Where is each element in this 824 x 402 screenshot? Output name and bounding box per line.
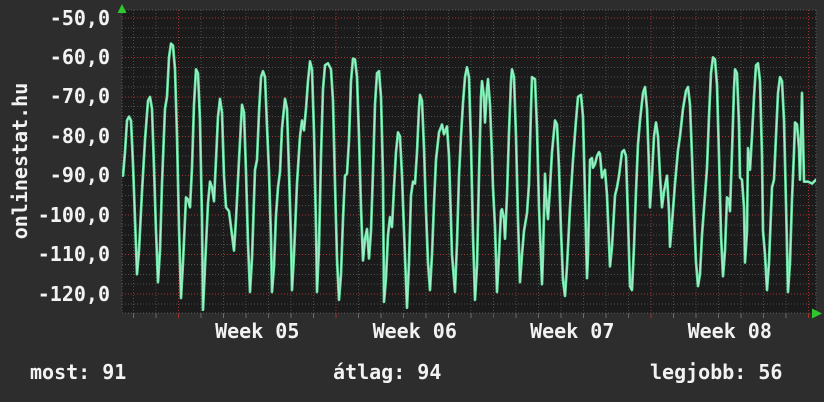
y-tick-label: -60,0	[49, 44, 110, 69]
stat-atlag: átlag: 94	[333, 360, 442, 384]
y-tick-label: -50,0	[49, 5, 110, 30]
y-tick-label: -100,0	[37, 202, 110, 227]
stat-legjobb: legjobb: 56	[650, 360, 783, 384]
y-axis-arrow-icon	[117, 4, 127, 13]
x-tick-label: Week 06	[372, 319, 457, 343]
y-tick-label: -110,0	[37, 242, 110, 267]
x-tick-label: Week 05	[215, 319, 300, 343]
x-tick-label: Week 08	[687, 319, 772, 343]
y-tick-label: -120,0	[37, 281, 110, 306]
signal-line-core	[122, 43, 816, 311]
stat-most: most: 91	[30, 360, 127, 384]
plot-area	[122, 10, 816, 313]
y-tick-label: -90,0	[49, 163, 110, 188]
x-tick-label: Week 07	[530, 319, 615, 343]
x-axis-arrow-icon	[812, 308, 822, 319]
y-tick-label: -80,0	[49, 123, 110, 148]
y-tick-label: -70,0	[49, 84, 110, 109]
